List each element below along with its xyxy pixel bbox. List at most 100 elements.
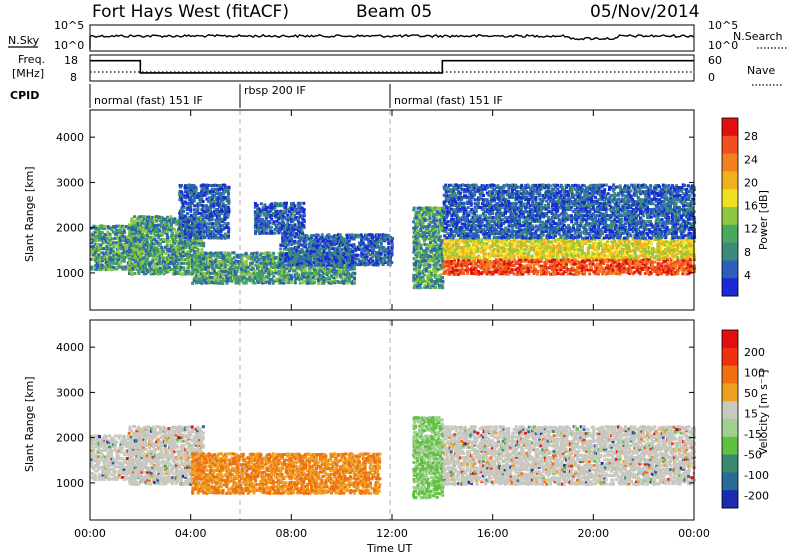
echo-cell [347, 247, 350, 250]
nsky-label: N.Sky [8, 34, 40, 47]
echo-cell [285, 204, 288, 207]
echo-cell [180, 184, 183, 187]
nave-tick-high: 60 [708, 54, 722, 67]
cpid-segment-1: normal (fast) 151 IF [94, 94, 203, 107]
echo-cell [387, 242, 390, 245]
echo-cell [468, 259, 471, 262]
echo-cell [357, 234, 360, 237]
echo-cell [294, 204, 297, 207]
echo-cell [173, 217, 176, 220]
echo-cell [371, 234, 374, 237]
nsky-panel: N.Sky 10^5 10^0 10^5 10^0 N.Search [8, 19, 787, 52]
echo-cell [313, 281, 316, 284]
echo-cell [270, 202, 273, 205]
echo-cell [391, 246, 394, 249]
echo-cell [190, 214, 193, 217]
freq-trace [90, 61, 694, 73]
echo-cell [547, 257, 550, 260]
echo-cell [500, 254, 503, 257]
echo-cell [282, 222, 285, 225]
echo-cell [526, 245, 529, 248]
echo-cell [226, 274, 229, 277]
echo-cell [121, 266, 124, 269]
echo-cell [256, 251, 259, 254]
echo-cell [585, 264, 588, 267]
echo-cell [161, 252, 164, 255]
echo-cell [131, 251, 134, 254]
echo-cell [302, 218, 305, 221]
echo-cell [380, 242, 383, 245]
echo-cell [353, 243, 356, 246]
echo-cell [418, 239, 421, 242]
echo-cell [419, 286, 422, 289]
echo-cell [268, 251, 271, 254]
echo-cell [466, 265, 469, 268]
echo-cell [233, 256, 236, 259]
echo-cell [342, 282, 345, 285]
echo-cell [272, 252, 275, 255]
cpid-segment-2: rbsp 200 IF [244, 84, 306, 97]
echo-cell [227, 234, 230, 237]
echo-cell [195, 220, 198, 223]
echo-cell [302, 224, 305, 227]
echo-cell [536, 270, 539, 273]
echo-cell [187, 220, 190, 223]
echo-cell [191, 282, 194, 285]
nsky-tick-low: 10^0 [54, 39, 84, 52]
station-title: Fort Hays West (fitACF) [92, 2, 289, 22]
echo-cell [478, 256, 481, 259]
echo-cell [290, 274, 293, 277]
echo-cell [357, 254, 360, 257]
echo-cell [256, 204, 259, 207]
echo-cell [428, 264, 431, 267]
nsearch-label: N.Search [733, 30, 783, 43]
echo-cell [423, 274, 426, 277]
echo-cell [372, 249, 375, 252]
echo-cell [227, 264, 230, 267]
echo-cell [434, 286, 437, 289]
echo-cell [171, 257, 174, 260]
echo-cell [536, 273, 539, 276]
echo-cell [441, 280, 444, 283]
cpid-label: CPID [10, 89, 39, 102]
echo-cell [317, 282, 320, 285]
echo-cell [391, 237, 394, 240]
echo-cell [581, 243, 584, 246]
nsky-trace [90, 35, 694, 49]
echo-cell [91, 266, 94, 269]
echo-region [254, 202, 306, 236]
echo-cell [242, 254, 245, 257]
echo-cell [227, 206, 230, 209]
echo-cell [429, 217, 432, 220]
echo-cell [109, 233, 112, 236]
echo-cell [347, 272, 350, 275]
echo-cell [182, 262, 185, 265]
echo-cell [163, 272, 166, 275]
freq-unit-label: [MHz] [12, 67, 44, 80]
echo-cell [348, 278, 351, 281]
echo-cell [322, 282, 325, 285]
echo-cell [260, 252, 263, 255]
echo-cell [437, 231, 440, 234]
cpid-segment-3: normal (fast) 151 IF [394, 94, 503, 107]
echo-cell [182, 210, 185, 213]
echo-cell [123, 229, 126, 232]
echo-cell [258, 208, 261, 211]
echo-cell [559, 245, 562, 248]
nave-tick-low: 0 [708, 71, 715, 84]
echo-cell [303, 208, 306, 211]
echo-cell [529, 264, 532, 267]
echo-cell [530, 255, 533, 258]
echo-cell [283, 264, 286, 267]
echo-cell [227, 222, 230, 225]
echo-cell [202, 244, 205, 247]
echo-cell [304, 263, 307, 266]
freq-label: Freq. [18, 53, 45, 66]
echo-cell [199, 220, 202, 223]
echo-cell [101, 231, 104, 234]
date-title: 05/Nov/2014 [590, 2, 700, 22]
echo-cell [574, 252, 577, 255]
echo-cell [159, 242, 162, 245]
echo-cell [441, 276, 444, 279]
